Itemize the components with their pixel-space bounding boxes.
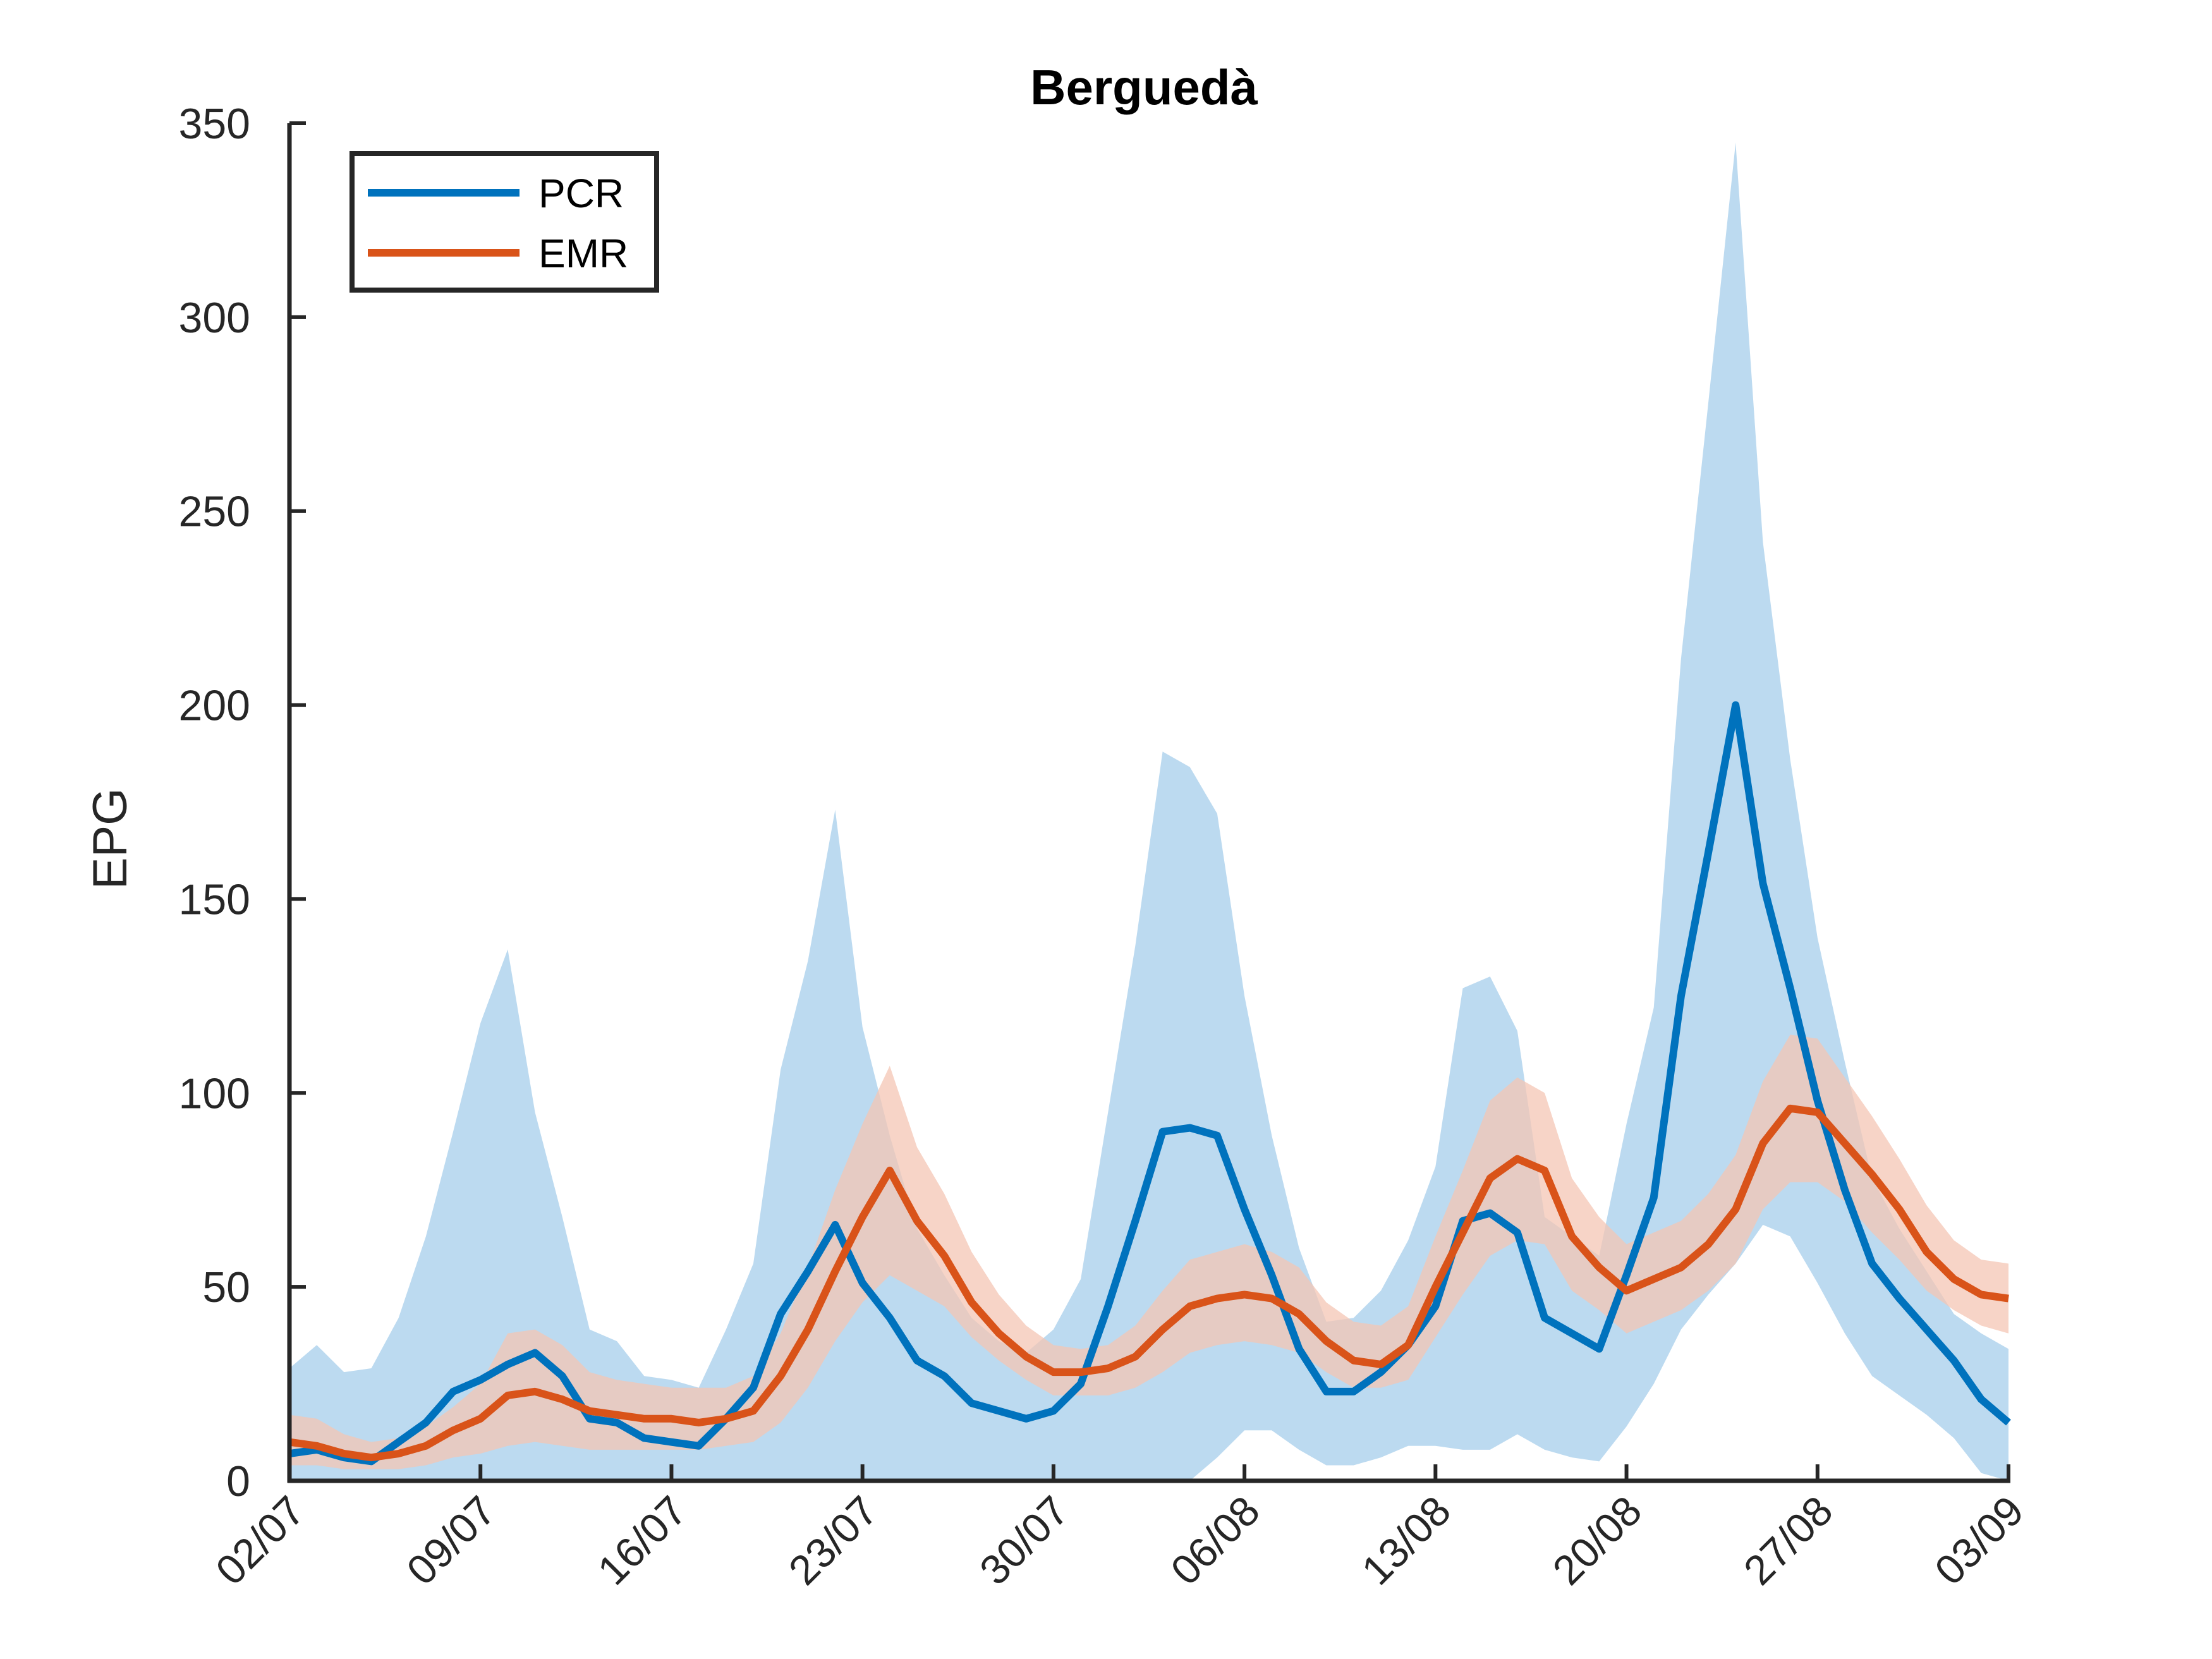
chart-title: Berguedà <box>1030 59 1258 115</box>
series-lines <box>289 701 2011 1466</box>
legend-label-pcr: PCR <box>538 171 624 216</box>
pcr-line <box>289 701 2011 1466</box>
y-tick-label: 150 <box>179 875 250 923</box>
y-tick-label: 0 <box>226 1457 250 1505</box>
y-axis-label: EPG <box>83 788 137 890</box>
legend-box <box>349 151 659 293</box>
y-tick-label: 200 <box>179 682 250 730</box>
y-tick-label: 350 <box>179 100 250 148</box>
y-tick-label: 100 <box>179 1069 250 1117</box>
legend: PCR EMR <box>349 151 659 293</box>
legend-label-emr: EMR <box>538 231 628 276</box>
y-tick-label: 300 <box>179 294 250 342</box>
y-tick-label: 50 <box>202 1263 250 1311</box>
y-tick-label: 250 <box>179 488 250 536</box>
emr-line <box>289 1104 2009 1462</box>
pcr-band <box>289 142 2008 1481</box>
